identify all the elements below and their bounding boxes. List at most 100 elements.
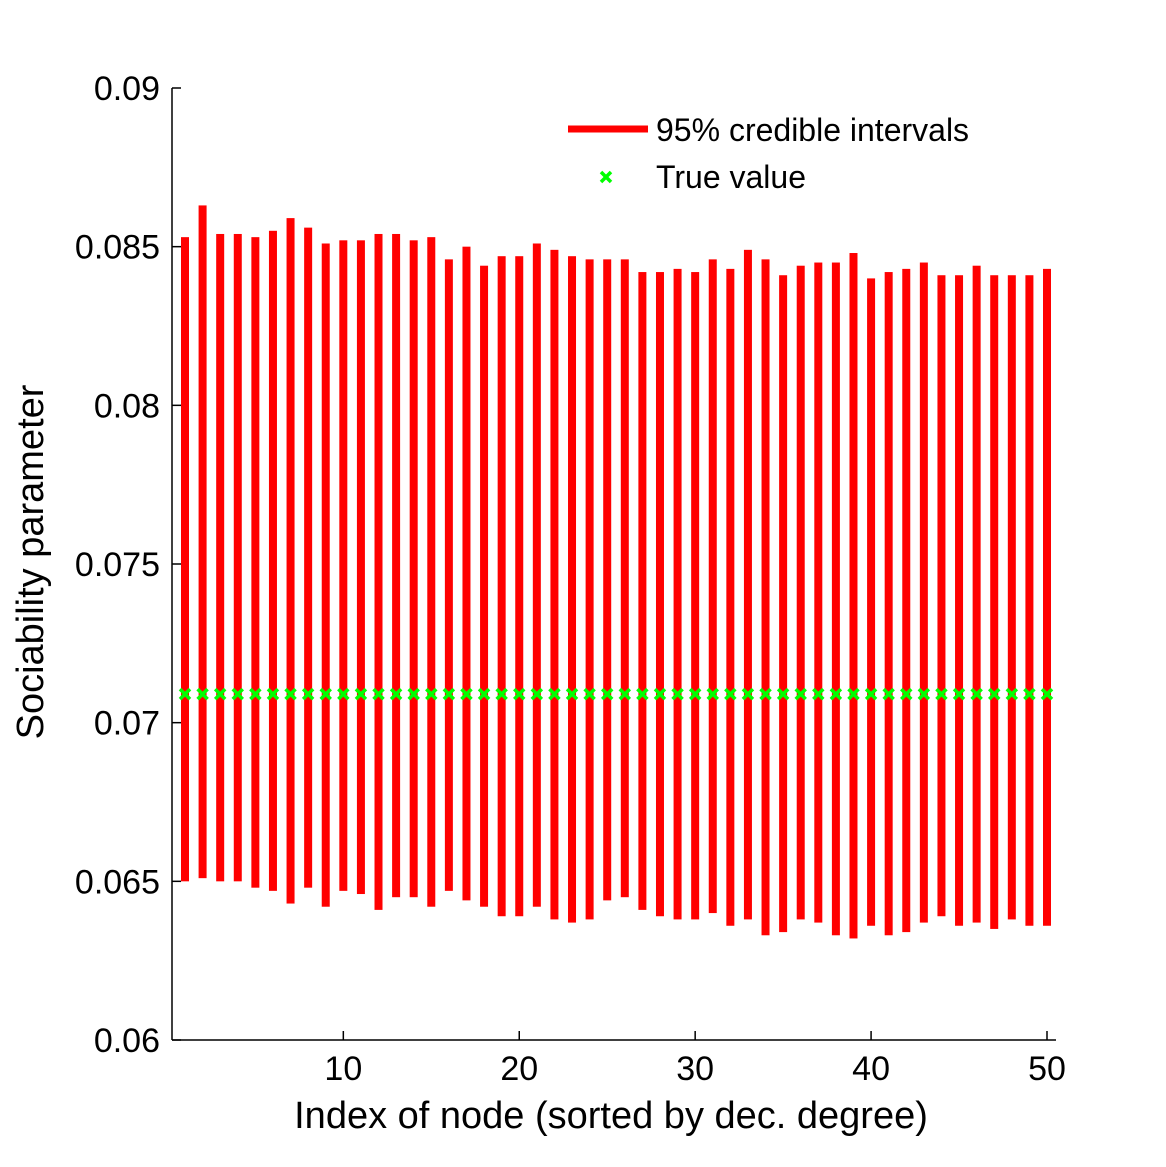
y-tick-label: 0.09 [94,70,160,108]
interval-bar-47 [990,275,999,929]
interval-bar-16 [444,259,453,891]
true-value-marker-20 [513,687,526,701]
interval-bar-48 [1007,275,1016,920]
true-value-marker-42 [900,687,913,701]
true-value-marker-10 [337,687,350,701]
credible-intervals-layer [181,205,1051,939]
x-tick-label: 30 [676,1050,714,1088]
true-value-marker-24 [583,687,596,701]
true-value-marker-29 [671,687,684,701]
interval-bar-9 [321,243,330,907]
true-value-marker-21 [530,687,544,701]
x-tick-label: 40 [852,1050,890,1088]
true-value-marker-45 [952,687,966,701]
interval-bar-24 [585,259,594,920]
legend: 95% credible intervals True value [568,112,969,195]
true-value-marker-27 [636,687,649,701]
true-value-marker-38 [829,687,843,701]
true-value-marker-46 [970,687,983,701]
true-value-marker-6 [266,687,280,701]
true-value-marker-22 [548,687,561,701]
x-tick-label: 10 [324,1050,362,1088]
true-value-marker-23 [565,687,579,701]
interval-bar-20 [515,256,524,917]
true-value-marker-34 [759,687,772,701]
interval-bar-50 [1043,268,1051,926]
y-tick-label: 0.07 [94,705,160,743]
true-value-marker-25 [600,687,614,701]
true-value-marker-17 [460,687,473,701]
true-value-marker-37 [812,687,825,701]
interval-bar-22 [550,249,559,920]
x-tick-label: 20 [500,1050,538,1088]
true-value-marker-36 [794,687,807,701]
interval-bar-12 [374,233,383,910]
interval-bar-34 [761,259,770,936]
true-value-marker-2 [196,687,209,701]
true-value-marker-1 [178,687,192,701]
true-value-marker-49 [1023,687,1036,701]
interval-bar-7 [286,218,295,904]
legend-label-true-value: True value [656,159,806,195]
interval-bar-13 [392,233,401,898]
x-ticks: 10 20 30 40 50 [324,1031,1066,1088]
true-value-marker-33 [741,687,755,701]
true-value-marker-3 [213,687,227,701]
true-value-marker-5 [249,687,262,701]
true-value-marker-40 [864,687,878,701]
interval-bar-21 [532,243,541,907]
legend-swatch-true-value [599,170,613,184]
interval-bar-23 [568,256,577,923]
true-value-marker-26 [618,687,632,701]
interval-bar-4 [233,233,242,882]
true-value-markers-layer [178,687,1054,701]
true-value-marker-41 [882,687,895,701]
y-ticks: 0.06 0.065 0.07 0.075 0.08 0.085 0.09 [75,70,181,1060]
y-tick-label: 0.075 [75,546,160,584]
true-value-marker-15 [425,687,438,701]
legend-label-intervals: 95% credible intervals [656,112,969,148]
interval-bar-27 [638,272,647,910]
y-tick-label: 0.08 [94,387,160,425]
interval-bar-14 [409,240,418,898]
y-tick-label: 0.065 [75,863,160,901]
interval-bar-18 [480,265,489,907]
interval-bar-43 [919,262,928,923]
interval-bar-42 [902,268,911,933]
true-value-marker-28 [653,687,667,701]
y-tick-label: 0.085 [75,229,160,267]
interval-bar-5 [251,237,260,888]
interval-bar-3 [216,233,225,882]
interval-bar-45 [955,275,964,926]
interval-bar-1 [181,237,189,882]
interval-bar-15 [427,237,436,907]
true-value-marker-16 [442,687,456,701]
interval-bar-31 [708,259,717,914]
true-value-marker-18 [477,687,491,701]
interval-bar-29 [673,268,682,920]
interval-bar-26 [620,259,629,898]
true-value-marker-12 [372,687,385,701]
true-value-marker-43 [917,687,931,701]
true-value-marker-30 [688,687,702,701]
interval-bar-10 [339,240,348,891]
true-value-marker-11 [354,687,368,701]
interval-bar-37 [814,262,823,923]
interval-bar-44 [937,275,946,917]
true-value-marker-32 [724,687,737,701]
true-value-marker-50 [1040,687,1054,701]
interval-bar-49 [1025,275,1034,926]
interval-bar-25 [603,259,612,901]
x-tick-label: 50 [1028,1050,1066,1088]
true-value-marker-7 [284,687,297,701]
true-value-marker-47 [987,687,1001,701]
interval-bar-35 [779,275,788,933]
interval-bar-19 [497,256,506,917]
interval-bar-32 [726,268,735,926]
true-value-marker-35 [776,687,790,701]
y-axis-label: Sociability parameter [10,384,52,739]
interval-bar-38 [831,262,840,936]
true-value-marker-8 [301,687,315,701]
